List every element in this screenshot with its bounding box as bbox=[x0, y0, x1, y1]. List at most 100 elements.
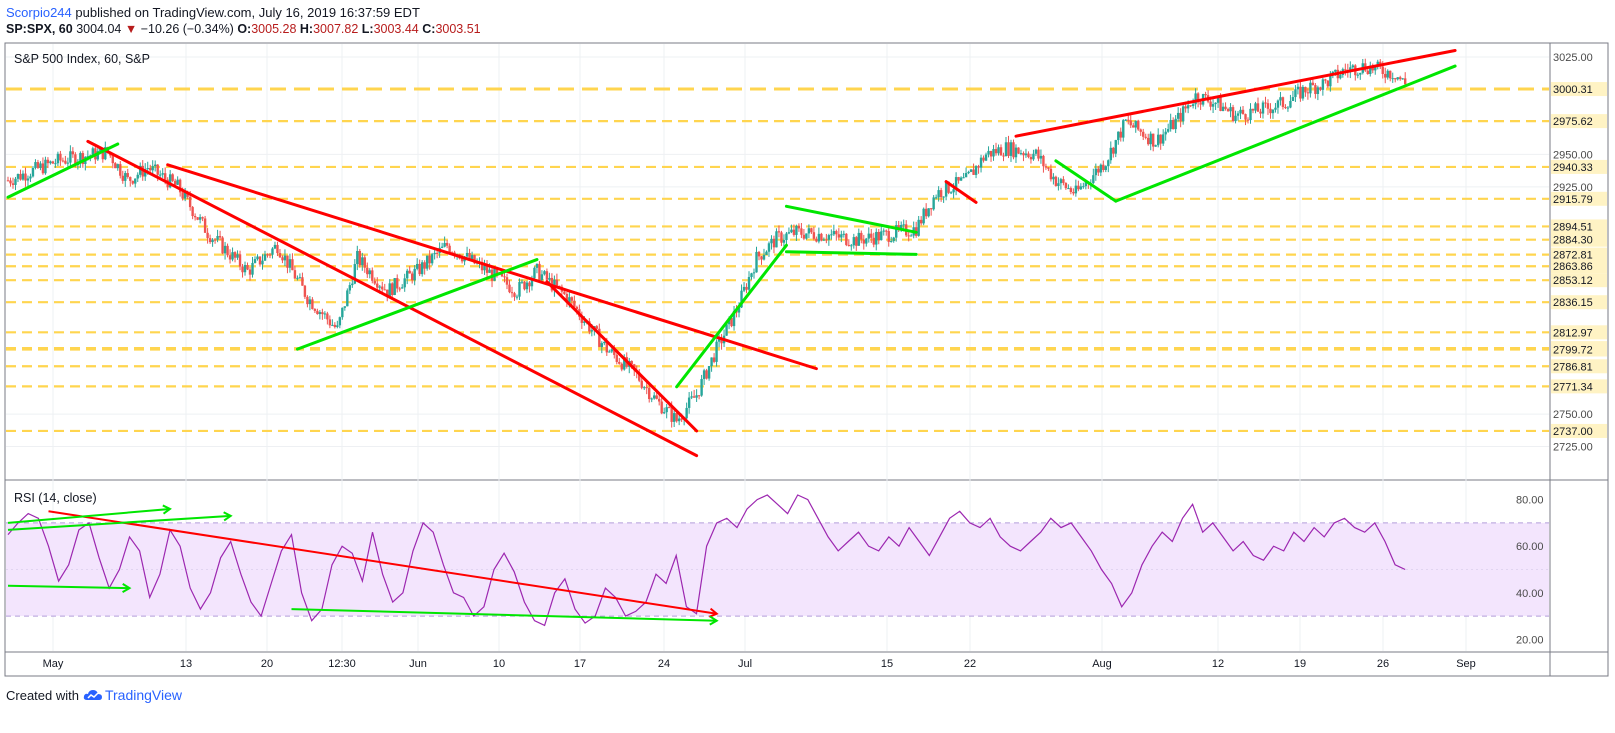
candle-body bbox=[158, 174, 162, 176]
candle-body bbox=[1344, 69, 1347, 71]
trendline-red bbox=[86, 139, 699, 458]
candle-body bbox=[221, 237, 224, 254]
candle-body bbox=[428, 255, 431, 264]
candle-body bbox=[1316, 87, 1320, 94]
candle-body bbox=[129, 176, 132, 181]
candle-body bbox=[712, 357, 716, 362]
candle-body bbox=[770, 238, 773, 244]
candle-body bbox=[790, 229, 793, 233]
candle-body bbox=[435, 252, 439, 254]
candle-body bbox=[1004, 142, 1008, 157]
candle-body bbox=[149, 168, 152, 171]
candle-body bbox=[1034, 149, 1038, 154]
candle-body bbox=[139, 165, 142, 175]
candle-body bbox=[605, 341, 608, 353]
tradingview-brand[interactable]: TradingView bbox=[104, 687, 183, 703]
candle-body bbox=[1309, 82, 1312, 94]
candle-body bbox=[1251, 108, 1255, 111]
candle-body bbox=[39, 163, 42, 168]
candle-body bbox=[535, 263, 539, 268]
candle-body bbox=[1241, 109, 1245, 115]
candle-body bbox=[328, 319, 332, 326]
tradingview-logo[interactable]: TradingView bbox=[83, 687, 182, 703]
candle-body bbox=[1369, 65, 1372, 74]
candle-body bbox=[812, 232, 816, 239]
candle-body bbox=[1117, 131, 1120, 141]
level-label: 2940.33 bbox=[1553, 162, 1593, 174]
candle-body bbox=[1049, 168, 1053, 180]
price-tick-label: 3025.00 bbox=[1553, 52, 1593, 64]
candle-body bbox=[56, 153, 60, 164]
trendline-red bbox=[166, 163, 818, 371]
candle-body bbox=[1229, 107, 1232, 112]
candle-body bbox=[857, 232, 860, 246]
candle-body bbox=[473, 255, 476, 264]
candle-body bbox=[381, 286, 384, 290]
candle-body bbox=[1209, 101, 1212, 107]
candle-body bbox=[620, 363, 623, 370]
symbol-label[interactable]: SP:SPX, 60 bbox=[6, 22, 73, 36]
candle-body bbox=[1306, 92, 1310, 94]
candle-body bbox=[1092, 175, 1095, 184]
candle-body bbox=[972, 169, 975, 175]
candle-body bbox=[361, 257, 364, 266]
candle-body bbox=[468, 252, 471, 260]
down-arrow-icon: ▼ bbox=[124, 22, 138, 36]
candle-body bbox=[1404, 78, 1407, 85]
candle-body bbox=[610, 349, 613, 352]
level-label-bg bbox=[1551, 359, 1607, 374]
candle-body bbox=[942, 196, 945, 198]
candle-body bbox=[59, 153, 62, 161]
level-label: 3000.31 bbox=[1553, 84, 1593, 96]
candle-body bbox=[1059, 179, 1063, 184]
candle-body bbox=[665, 407, 668, 413]
candle-body bbox=[702, 370, 706, 380]
candle-body bbox=[1389, 70, 1392, 79]
candle-body bbox=[1127, 119, 1130, 121]
candle-body bbox=[1234, 115, 1237, 122]
candle-body bbox=[268, 254, 272, 256]
candle-body bbox=[710, 357, 713, 367]
candle-body bbox=[1324, 79, 1327, 81]
rsi-trendline-green bbox=[7, 514, 231, 531]
candle-body bbox=[241, 266, 244, 273]
candle-body bbox=[69, 151, 72, 163]
candle-body bbox=[595, 326, 599, 329]
candle-body bbox=[897, 225, 900, 229]
candle-body bbox=[54, 163, 57, 165]
high-value: 3007.82 bbox=[313, 22, 359, 36]
candle-body bbox=[1384, 73, 1387, 78]
candle-body bbox=[700, 379, 703, 396]
candle-body bbox=[79, 153, 82, 162]
candle-body bbox=[630, 361, 633, 365]
candle-body bbox=[877, 231, 880, 241]
candle-body bbox=[805, 233, 808, 239]
rsi-tick-label: 20.00 bbox=[1516, 634, 1544, 646]
candle-body bbox=[91, 148, 95, 156]
candle-body bbox=[213, 239, 217, 241]
author-link[interactable]: Scorpio244 bbox=[6, 5, 72, 20]
trendline-green bbox=[784, 204, 918, 234]
candle-body bbox=[1077, 185, 1080, 190]
candle-body bbox=[939, 190, 943, 198]
candle-body bbox=[246, 265, 249, 270]
time-tick-label: 22 bbox=[964, 658, 976, 670]
candle-body bbox=[393, 278, 396, 295]
candle-body bbox=[882, 230, 885, 232]
candle-body bbox=[538, 263, 541, 281]
candle-body bbox=[867, 233, 870, 239]
candle-body bbox=[887, 231, 890, 242]
time-axis: May 13 20 12:30 Jun 10 17 24 Jul 15 22 Aug 12 19 26 Sep bbox=[43, 658, 1476, 670]
candle-body bbox=[318, 312, 322, 315]
candle-body bbox=[568, 297, 571, 303]
candle-body bbox=[1152, 133, 1155, 147]
candle-body bbox=[218, 235, 222, 238]
candle-body bbox=[1326, 80, 1330, 87]
candle-body bbox=[740, 290, 743, 308]
candle-body bbox=[795, 225, 798, 235]
candle-body bbox=[530, 278, 534, 287]
candle-body bbox=[755, 251, 758, 273]
candle-body bbox=[298, 277, 302, 279]
candle-body bbox=[618, 361, 621, 364]
